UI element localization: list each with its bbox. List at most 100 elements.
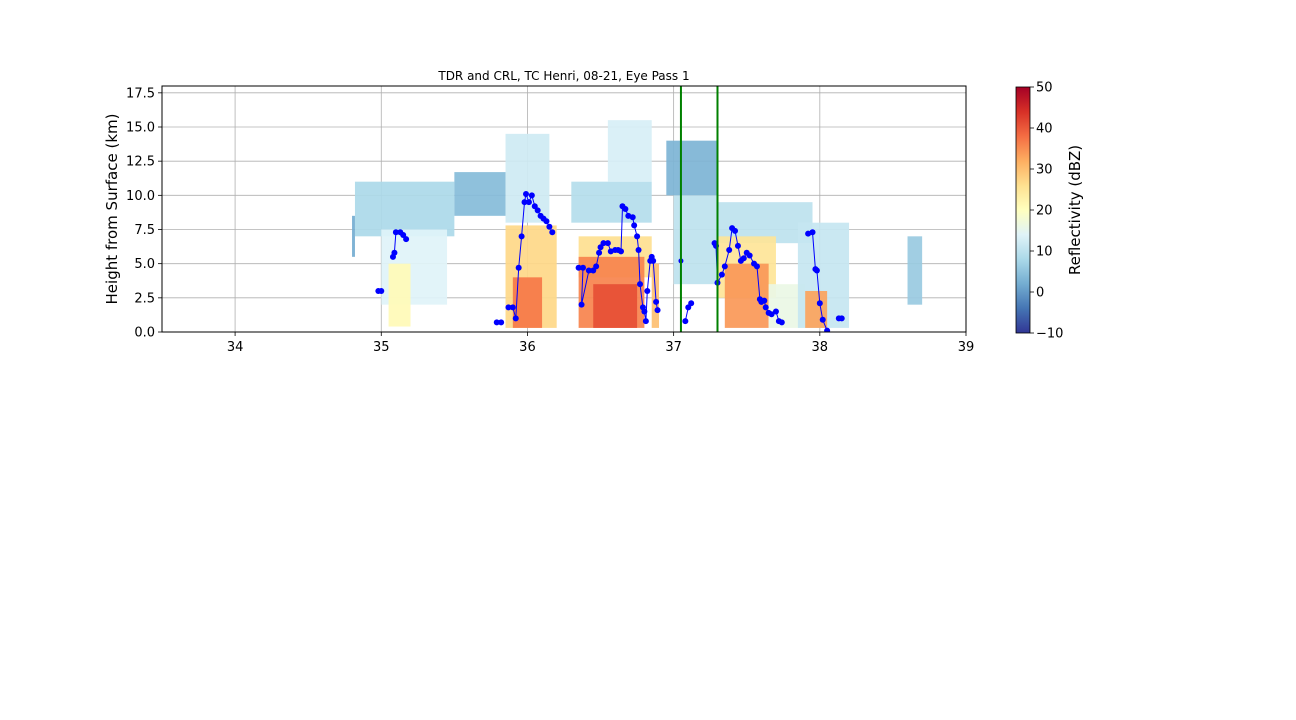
crl-point (403, 236, 410, 243)
crl-point (650, 257, 657, 264)
crl-point (522, 190, 529, 197)
reflectivity-cell (388, 263, 411, 327)
crl-point (813, 267, 820, 274)
plot-area: 34 35 36 37 38 39 0.0 2.5 5.0 7.5 10.0 12.5 15.0 17.… (126, 85, 974, 355)
y-tick-label: 12.5 (126, 155, 155, 170)
x-axis: 34 35 36 37 38 39 (227, 332, 974, 355)
reflectivity-cell (607, 120, 652, 182)
colorbar-tick-label: 0 (1036, 286, 1044, 301)
colorbar-tick-label: 10 (1036, 245, 1053, 260)
crl-point (509, 304, 516, 311)
crl-point (819, 316, 826, 323)
y-axis: 0.0 2.5 5.0 7.5 10.0 12.5 15.0 17.5 (126, 86, 162, 341)
colorbar-ticks: −10 0 10 20 30 40 50 (1030, 81, 1063, 342)
colorbar-tick-label: 30 (1036, 163, 1053, 178)
reflectivity-cell (907, 236, 923, 305)
reflectivity-cell (571, 181, 652, 223)
crl-point (688, 300, 695, 307)
x-tick-label: 35 (373, 340, 390, 355)
crl-point (746, 252, 753, 259)
crl-point (515, 264, 522, 271)
crl-point (596, 249, 603, 256)
reflectivity-cell (352, 215, 355, 257)
colorbar-label: Reflectivity (dBZ) (1066, 145, 1084, 275)
reflectivity-field (352, 120, 923, 328)
reflectivity-cell (505, 133, 550, 223)
crl-point (534, 207, 541, 214)
crl-point (585, 267, 592, 274)
crl-point (578, 301, 585, 308)
crl-point (838, 315, 845, 322)
y-tick-label: 15.0 (126, 121, 155, 136)
x-tick-label: 38 (812, 340, 829, 355)
x-tick-label: 36 (519, 340, 536, 355)
crl-point (593, 263, 600, 270)
crl-point (726, 247, 733, 253)
crl-point (654, 307, 661, 314)
chart-title: TDR and CRL, TC Henri, 08-21, Eye Pass 1 (437, 69, 689, 83)
y-tick-label: 2.5 (134, 291, 155, 306)
crl-point (518, 233, 525, 240)
reflectivity-cell (724, 263, 769, 328)
crl-point (543, 218, 550, 225)
colorbar-scale (1015, 86, 1031, 334)
colorbar-tick-label: 50 (1036, 81, 1053, 96)
x-tick-label: 34 (227, 340, 244, 355)
crl-point (734, 242, 741, 249)
crl-point (622, 206, 629, 212)
crl-point (618, 248, 625, 255)
eye-boundary-lines (679, 86, 719, 332)
crl-point (600, 240, 607, 247)
crl-point (682, 318, 689, 325)
reflectivity-cell (666, 140, 718, 196)
colorbar: −10 0 10 20 30 40 50 Reflectivity (dBZ) (1015, 81, 1084, 342)
crl-point (546, 223, 553, 230)
crl-point (768, 311, 775, 318)
colorbar-tick-label: 20 (1036, 204, 1053, 219)
crl-point (637, 281, 644, 288)
crl-point (732, 227, 739, 234)
y-tick-label: 7.5 (134, 223, 155, 238)
plot-frame (161, 85, 967, 333)
crl-point (653, 298, 660, 305)
colorbar-tick-label: −10 (1036, 327, 1063, 342)
crl-point (634, 233, 641, 240)
crl-point (816, 300, 823, 307)
crl-point (498, 319, 505, 326)
crl-point (629, 214, 636, 221)
crl-point (493, 319, 500, 326)
y-axis-label: Height from Surface (km) (103, 114, 121, 305)
crl-point (753, 263, 760, 270)
crl-point (631, 222, 638, 229)
crl-point (580, 264, 587, 271)
reflectivity-cell (593, 284, 638, 328)
crl-point (635, 247, 642, 253)
crl-point (391, 249, 398, 256)
crl-point (718, 271, 725, 278)
x-tick-label: 37 (665, 340, 682, 355)
crl-point (549, 229, 556, 236)
colorbar-tick-label: 40 (1036, 122, 1053, 137)
crl-point (824, 327, 831, 332)
crl-point (521, 199, 528, 206)
crl-point (642, 318, 649, 325)
crl-point (740, 255, 747, 262)
reflectivity-cell (354, 181, 455, 237)
crl-point (525, 199, 532, 206)
crl-point (575, 264, 582, 271)
crl-point (392, 229, 399, 236)
crl-point (641, 308, 648, 315)
crl-point (528, 192, 535, 199)
x-tick-label: 39 (958, 340, 975, 355)
y-tick-label: 17.5 (126, 86, 155, 101)
crl-point (772, 308, 779, 315)
y-tick-label: 5.0 (134, 257, 155, 272)
y-tick-label: 0.0 (134, 326, 155, 341)
crl-point (644, 288, 651, 294)
crl-point (761, 297, 768, 304)
crl-point (778, 319, 785, 326)
crl-point (762, 304, 769, 311)
crl-point (721, 263, 728, 270)
crl-point (809, 229, 816, 236)
